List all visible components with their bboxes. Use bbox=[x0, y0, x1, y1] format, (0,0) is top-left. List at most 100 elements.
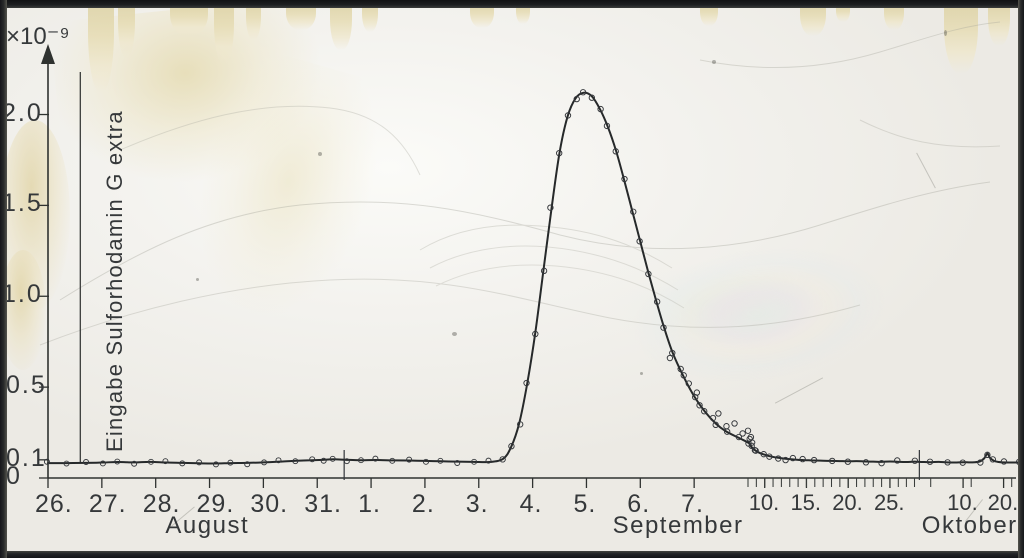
data-point-marker bbox=[677, 365, 684, 373]
scan-border-left bbox=[0, 0, 7, 558]
data-point-marker bbox=[244, 461, 251, 468]
data-point-marker bbox=[782, 456, 789, 464]
data-point-marker bbox=[261, 459, 268, 466]
y-tick-label: 1.0 bbox=[2, 280, 43, 309]
data-point-marker bbox=[603, 122, 611, 130]
data-point-marker bbox=[630, 208, 637, 215]
data-point-marker bbox=[747, 433, 755, 441]
data-point-marker bbox=[701, 408, 708, 415]
data-point-marker bbox=[275, 457, 282, 464]
data-point-marker bbox=[862, 459, 870, 466]
data-point-marker bbox=[829, 457, 836, 465]
data-point-marker bbox=[712, 421, 719, 429]
data-point-marker bbox=[329, 455, 336, 462]
data-point-marker bbox=[748, 442, 755, 450]
scan-border-right bbox=[1018, 0, 1024, 558]
data-point-marker bbox=[579, 89, 587, 96]
y-tick-label: 0.5 bbox=[6, 371, 47, 400]
x-tick-label: 15. bbox=[790, 490, 822, 515]
data-point-marker bbox=[621, 175, 628, 183]
breakthrough-curve bbox=[47, 91, 1024, 465]
x-tick-label: 20. bbox=[832, 490, 863, 515]
data-point-marker bbox=[437, 457, 444, 464]
data-point-marker bbox=[83, 459, 90, 465]
data-point-marker bbox=[454, 460, 461, 466]
data-point-marker bbox=[723, 423, 730, 430]
x-tick-label: 7. bbox=[681, 490, 704, 518]
data-point-marker bbox=[696, 402, 703, 409]
data-point-marker bbox=[789, 454, 797, 462]
data-point-marker bbox=[523, 379, 530, 387]
data-point-marker bbox=[389, 457, 396, 464]
x-tick-label: 6. bbox=[627, 490, 651, 518]
data-point-marker bbox=[114, 458, 121, 465]
data-point-marker bbox=[636, 238, 643, 245]
data-point-marker bbox=[148, 458, 154, 465]
data-point-marker bbox=[227, 459, 234, 466]
data-point-marker bbox=[372, 455, 379, 462]
x-tick-label: 1. bbox=[358, 490, 381, 518]
data-point-marker bbox=[499, 456, 506, 463]
data-point-marker bbox=[760, 451, 767, 458]
data-point-marker bbox=[653, 298, 661, 305]
data-point-marker bbox=[540, 267, 548, 274]
x-tick-label: 25. bbox=[873, 490, 905, 515]
data-point-marker bbox=[744, 427, 752, 434]
data-point-marker bbox=[532, 330, 539, 338]
data-point-marker bbox=[63, 460, 70, 467]
data-point-marker bbox=[894, 457, 901, 464]
data-point-marker bbox=[775, 455, 782, 462]
data-point-marker bbox=[212, 461, 219, 468]
x-tick-label: 10. bbox=[748, 490, 780, 515]
data-point-marker bbox=[977, 459, 984, 466]
data-point-marker bbox=[547, 204, 554, 211]
data-point-marker bbox=[508, 443, 515, 450]
data-point-marker bbox=[564, 112, 572, 119]
data-point-marker bbox=[645, 270, 652, 278]
data-point-marker bbox=[406, 456, 413, 463]
data-point-marker bbox=[588, 94, 596, 101]
data-point-marker bbox=[810, 456, 818, 464]
data-point-marker bbox=[471, 458, 478, 465]
data-point-marker bbox=[660, 324, 667, 331]
data-point-marker bbox=[735, 433, 743, 441]
scan-border-bottom bbox=[0, 551, 1024, 558]
data-point-marker bbox=[766, 453, 773, 460]
data-point-marker bbox=[597, 105, 604, 113]
data-point-marker bbox=[320, 457, 327, 464]
x-tick-label: 31. bbox=[304, 490, 342, 518]
data-point-marker bbox=[752, 447, 759, 454]
x-tick-label: 10. bbox=[947, 490, 978, 515]
scan-border-top bbox=[0, 0, 1024, 8]
y-tick-label: 1.5 bbox=[2, 189, 43, 218]
data-point-marker bbox=[422, 458, 429, 465]
data-point-marker bbox=[556, 149, 563, 157]
data-point-marker bbox=[731, 420, 738, 427]
data-point-marker bbox=[959, 459, 966, 466]
data-point-marker bbox=[693, 389, 701, 396]
data-point-marker bbox=[485, 457, 492, 464]
data-point-marker bbox=[878, 460, 885, 467]
month-label: September bbox=[612, 512, 744, 539]
data-point-marker bbox=[343, 458, 350, 465]
data-point-marker bbox=[666, 354, 674, 362]
data-point-marker bbox=[99, 460, 106, 467]
x-tick-label: 30. bbox=[250, 490, 289, 518]
data-point-marker bbox=[669, 349, 676, 357]
data-point-marker bbox=[358, 457, 364, 464]
month-label: Oktober bbox=[921, 512, 1018, 539]
y-tick-label: 0 bbox=[6, 462, 22, 490]
x-tick-label: 28. bbox=[142, 490, 181, 518]
data-point-marker bbox=[799, 455, 806, 463]
month-label: August bbox=[165, 512, 250, 539]
y-tick-label: 0.1 bbox=[6, 443, 47, 472]
data-point-marker bbox=[709, 414, 717, 422]
x-tick-label: 26. bbox=[35, 490, 73, 518]
x-tick-label: 27. bbox=[88, 490, 127, 518]
x-tick-label: 29. bbox=[196, 490, 235, 518]
injection-annotation-label: Eingabe Sulforhodamin G extra bbox=[102, 110, 127, 452]
